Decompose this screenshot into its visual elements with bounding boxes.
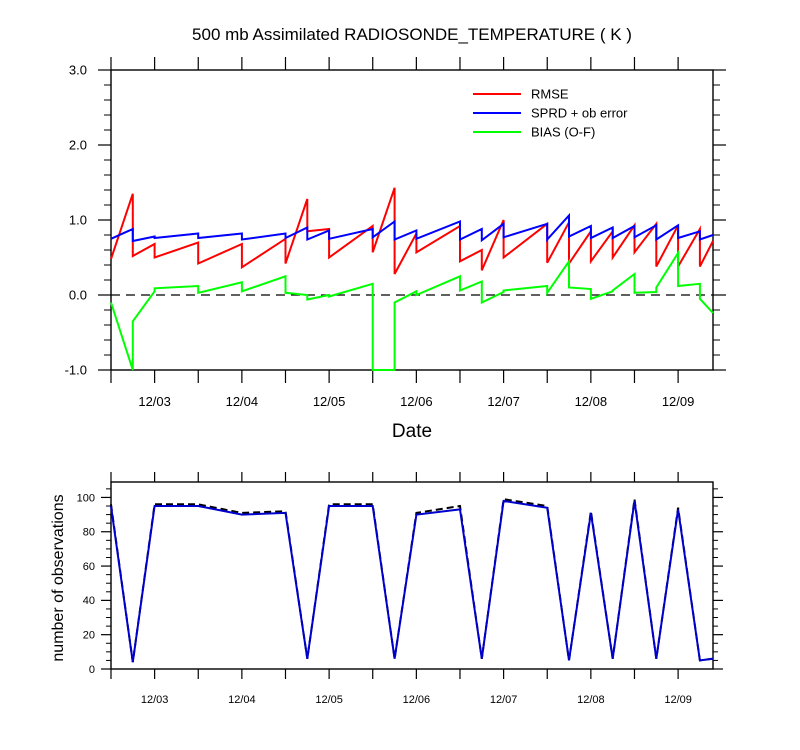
series-line-bias-o-f [110,249,714,371]
y-tick-label: 0 [89,664,95,676]
x-tick-label: 12/03 [141,694,169,706]
series-line-rmse [110,187,714,275]
legend-label: BIAS (O-F) [531,125,595,140]
legend-label: RMSE [531,87,569,102]
y-tick-label: 60 [83,561,95,573]
y-tick-label: 40 [83,595,95,607]
x-tick-label: 12/03 [138,394,171,409]
x-tick-label: 12/06 [403,694,431,706]
y-tick-label: 1.0 [69,213,87,228]
y-tick-label: 20 [83,630,95,642]
series-line-sprd-ob-error [110,212,714,243]
y-tick-label: 80 [83,527,95,539]
y-tick-label: 2.0 [69,138,87,153]
x-tick-label: 12/07 [487,394,520,409]
y-tick-label: 3.0 [69,63,87,78]
x-axis-label: Date [392,421,432,442]
series-line-1 [110,499,714,663]
x-tick-label: 12/04 [226,394,259,409]
y-axis-label-observations: number of observations [50,494,67,661]
bottom-panel: 12/03 12/04 12/05 12/06 12/07 12/08 12/09 100 80… [77,472,723,706]
top-panel: 12/03 12/04 12/05 12/06 12/07 12/08 12/09 3.0 2.… [65,57,726,409]
x-tick-label: 12/04 [228,694,256,706]
y-tick-label: 0.0 [69,288,87,303]
chart-title: 500 mb Assimilated RADIOSONDE_TEMPERATUR… [192,25,632,44]
x-tick-label: 12/09 [662,394,695,409]
x-tick-label: 12/08 [577,694,605,706]
y-tick-label: 100 [77,492,95,504]
x-tick-label: 12/08 [575,394,608,409]
x-tick-label: 12/09 [664,694,692,706]
x-tick-label: 12/07 [490,694,518,706]
plot-frame [110,481,714,670]
x-tick-label: 12/05 [313,394,346,409]
series-line-0 [110,498,714,663]
legend-label: SPRD + ob error [531,106,628,121]
x-tick-label: 12/05 [315,694,343,706]
y-tick-label: -1.0 [65,363,87,378]
x-tick-label: 12/06 [400,394,433,409]
